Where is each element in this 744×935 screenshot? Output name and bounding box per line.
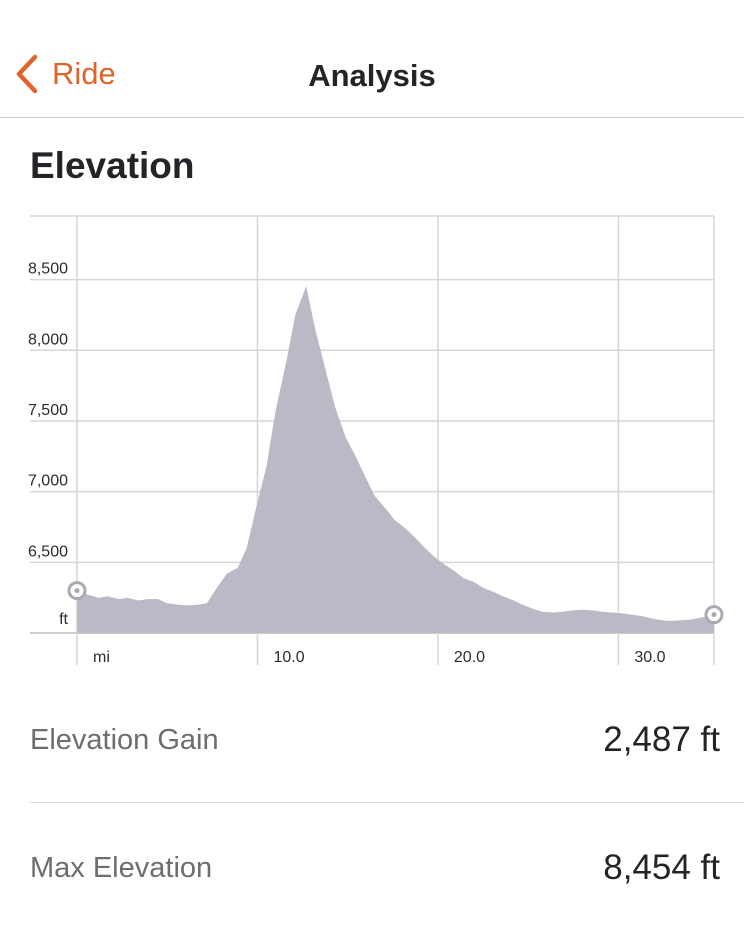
page-title: Analysis (308, 58, 436, 93)
handle-dot (74, 588, 80, 594)
elevation-chart[interactable]: 6,500 7,000 7,500 8,000 8,500 10.0 20.0 30.0 ft m… (0, 200, 744, 670)
back-button[interactable]: Ride (14, 52, 116, 96)
x-tick-label: 30.0 (634, 649, 665, 666)
y-tick-label: 7,000 (28, 473, 68, 490)
y-tick-label: 6,500 (28, 543, 68, 560)
stat-row-elevation-gain: Elevation Gain 2,487 ft (30, 710, 720, 770)
chart-markers[interactable] (67, 581, 724, 625)
chevron-left-icon (16, 54, 38, 94)
elevation-gain-label: Elevation Gain (30, 723, 219, 756)
navigation-bar: Ride Analysis (0, 0, 744, 118)
x-unit-label: mi (93, 649, 110, 666)
max-elevation-label: Max Elevation (30, 851, 213, 884)
x-tick-label: 20.0 (454, 649, 485, 666)
elevation-gain-value: 2,487 ft (603, 720, 720, 759)
divider (30, 802, 744, 803)
max-elevation-value: 8,454 ft (603, 848, 720, 887)
y-unit-label: ft (59, 611, 68, 628)
chart-labels: 6,500 7,000 7,500 8,000 8,500 10.0 20.0 30.0 ft m… (28, 261, 666, 666)
range-start-handle[interactable] (67, 581, 87, 601)
range-end-handle[interactable] (704, 605, 724, 625)
back-label: Ride (52, 56, 116, 91)
y-tick-label: 7,500 (28, 402, 68, 419)
section-title: Elevation (30, 145, 195, 186)
x-tick-label: 10.0 (273, 649, 304, 666)
elevation-area (77, 286, 714, 633)
stat-row-max-elevation: Max Elevation 8,454 ft (30, 838, 720, 898)
handle-dot (711, 612, 717, 618)
y-tick-label: 8,000 (28, 331, 68, 348)
y-tick-label: 8,500 (28, 261, 68, 278)
